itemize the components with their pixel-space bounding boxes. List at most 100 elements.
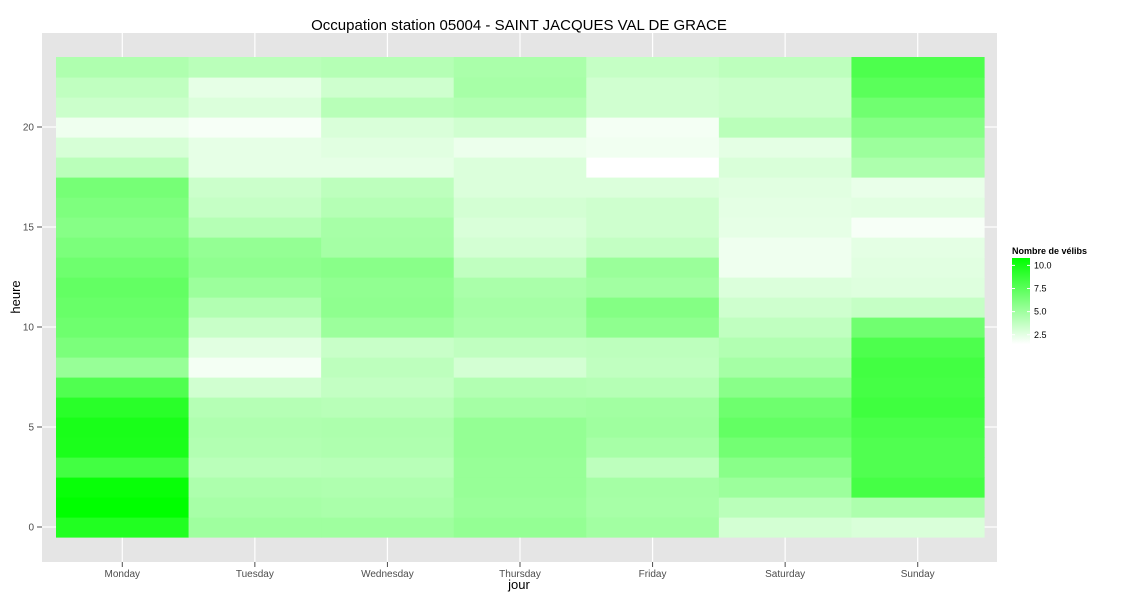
heatmap-cell — [718, 197, 853, 218]
heatmap-cell — [453, 357, 587, 378]
heatmap-cell — [188, 357, 322, 378]
heatmap-cell — [56, 377, 190, 398]
heatmap-cell — [188, 57, 322, 78]
x-tick-label: Wednesday — [361, 569, 414, 580]
heatmap-cell — [321, 217, 455, 238]
heatmap-cell — [188, 477, 322, 498]
heatmap-cell — [851, 317, 985, 338]
heatmap-cell — [586, 377, 720, 398]
heatmap-cell — [321, 477, 455, 498]
heatmap-cell — [56, 417, 190, 438]
heatmap-cell — [718, 377, 853, 398]
heatmap-cell — [718, 517, 853, 538]
heatmap-cell — [586, 57, 720, 78]
heatmap-cell — [453, 157, 587, 178]
heatmap-cell — [56, 357, 190, 378]
x-tick-label: Tuesday — [236, 569, 274, 580]
heatmap-cell — [586, 497, 720, 518]
heatmap-cell — [453, 117, 587, 138]
heatmap-cell — [718, 137, 853, 158]
heatmap-cell — [321, 337, 455, 358]
heatmap-cell — [851, 357, 985, 378]
heatmap-cell — [453, 417, 587, 438]
legend-tick-label: 5.0 — [1034, 307, 1047, 317]
heatmap-cell — [586, 157, 720, 178]
heatmap-cell — [453, 397, 587, 418]
heatmap-cell — [321, 437, 455, 458]
heatmap-cell — [851, 77, 985, 98]
heatmap-cell — [321, 497, 455, 518]
heatmap-cell — [718, 417, 853, 438]
heatmap-cell — [851, 497, 985, 518]
heatmap-cell — [56, 337, 190, 358]
heatmap-cell — [321, 517, 455, 538]
heatmap-cell — [586, 357, 720, 378]
heatmap-cell — [56, 497, 190, 518]
heatmap-cell — [321, 397, 455, 418]
heatmap-cell — [851, 177, 985, 198]
heatmap-cell — [851, 197, 985, 218]
heatmap-cell — [56, 477, 190, 498]
heatmap-cell — [718, 177, 853, 198]
heatmap-cell — [56, 157, 190, 178]
heatmap-cell — [453, 437, 587, 458]
heatmap-cell — [56, 117, 190, 138]
heatmap-cell — [586, 217, 720, 238]
legend-title: Nombre de vélibs — [1012, 246, 1087, 256]
heatmap-cell — [453, 277, 587, 298]
x-axis-title: jour — [507, 577, 530, 592]
heatmap-cell — [453, 517, 587, 538]
y-tick-label: 15 — [23, 223, 35, 234]
heatmap-cell — [718, 277, 853, 298]
heatmap-cell — [56, 317, 190, 338]
heatmap-cell — [56, 177, 190, 198]
heatmap-cell — [718, 317, 853, 338]
heatmap-cell — [188, 97, 322, 118]
heatmap-cell — [586, 317, 720, 338]
heatmap-cell — [586, 337, 720, 358]
heatmap-cell — [188, 417, 322, 438]
x-tick-label: Friday — [639, 569, 667, 580]
heatmap-cell — [321, 317, 455, 338]
heatmap-cell — [851, 297, 985, 318]
heatmap-cell — [718, 297, 853, 318]
heatmap-cell — [453, 477, 587, 498]
heatmap-cell — [851, 337, 985, 358]
heatmap-cell — [586, 237, 720, 258]
x-tick-label: Sunday — [901, 569, 935, 580]
heatmap-cell — [188, 297, 322, 318]
heatmap-cell — [718, 117, 853, 138]
heatmap-cell — [586, 417, 720, 438]
legend-tick-label: 2.5 — [1034, 330, 1047, 340]
heatmap-cell — [453, 177, 587, 198]
heatmap-cell — [851, 57, 985, 78]
heatmap-cell — [321, 377, 455, 398]
heatmap-cell — [453, 317, 587, 338]
heatmap-cell — [453, 77, 587, 98]
heatmap-cell — [718, 497, 853, 518]
heatmap-cell — [321, 277, 455, 298]
heatmap-cell — [188, 337, 322, 358]
heatmap-cell — [851, 417, 985, 438]
heatmap-cell — [851, 237, 985, 258]
heatmap-cell — [453, 457, 587, 478]
x-axis: Monday Tuesday Wednesday Thursday Friday Satu… — [104, 562, 935, 580]
heatmap-cell — [321, 157, 455, 178]
heatmap-cell — [188, 197, 322, 218]
heatmap-cell — [56, 517, 190, 538]
heatmap-cell — [851, 157, 985, 178]
heatmap-cell — [321, 97, 455, 118]
heatmap-cell — [586, 397, 720, 418]
heatmap-cell — [718, 337, 853, 358]
heatmap-cell — [453, 297, 587, 318]
heatmap-cell — [718, 477, 853, 498]
heatmap-cell — [851, 117, 985, 138]
heatmap-cell — [718, 97, 853, 118]
heatmap-cell — [188, 177, 322, 198]
heatmap-cell — [718, 57, 853, 78]
heatmap-cell — [851, 457, 985, 478]
heatmap-cell — [321, 417, 455, 438]
heatmap-cell — [851, 477, 985, 498]
heatmap-cell — [56, 277, 190, 298]
heatmap-cell — [453, 497, 587, 518]
